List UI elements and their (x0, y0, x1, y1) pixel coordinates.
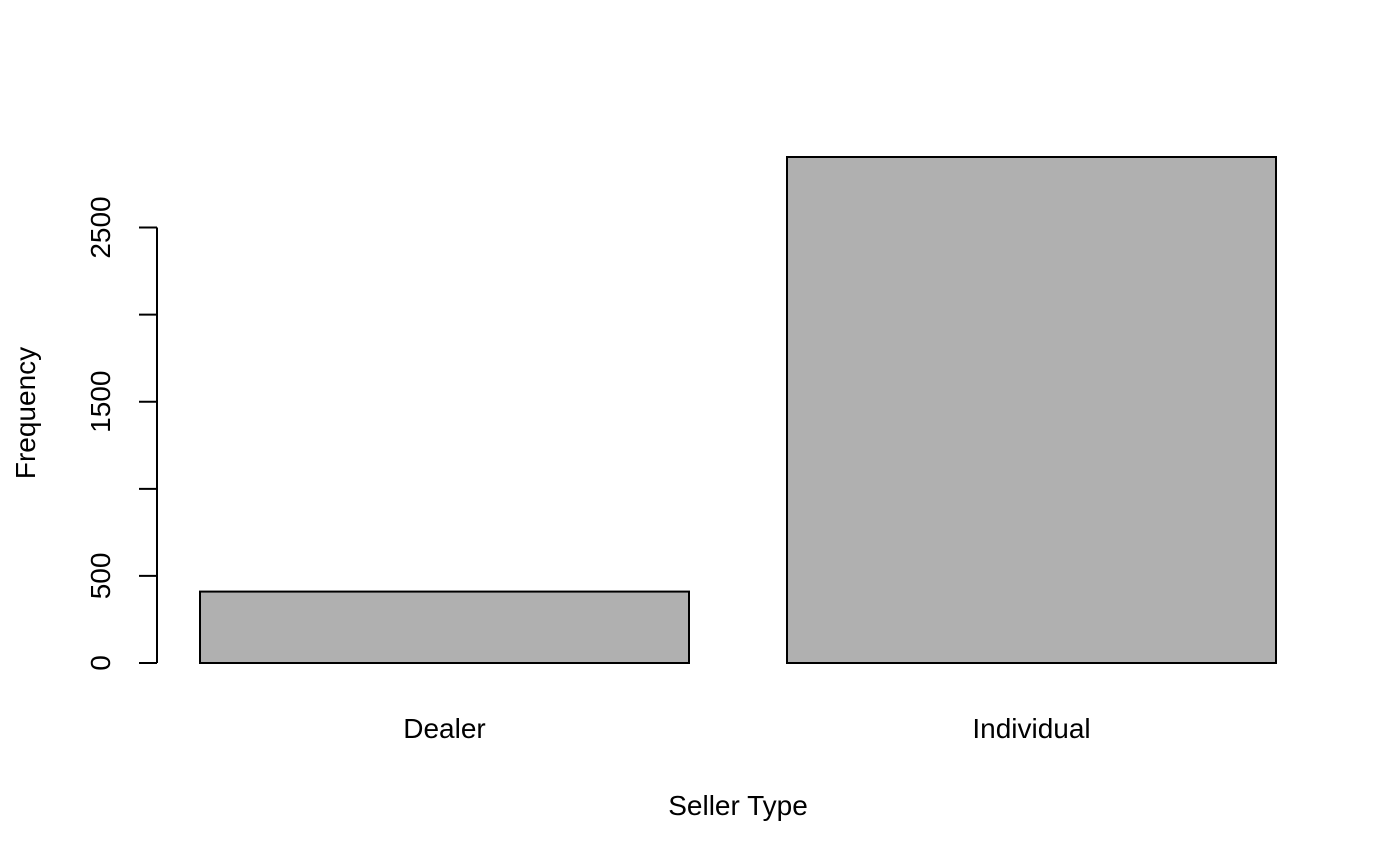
y-axis: 0 500 1500 2500 (85, 196, 158, 671)
x-axis-label: Seller Type (668, 790, 808, 821)
y-axis-label: Frequency (10, 347, 41, 479)
x-tick-label-individual: Individual (972, 713, 1090, 744)
y-tick-label-0: 0 (85, 655, 116, 671)
x-tick-label-dealer: Dealer (403, 713, 485, 744)
bar-dealer (199, 590, 690, 665)
bars-group (199, 156, 1277, 665)
x-axis: Dealer Individual (403, 713, 1090, 744)
y-tick-label-2500: 2500 (85, 196, 116, 258)
y-tick-label-500: 500 (85, 553, 116, 600)
y-tick-label-1500: 1500 (85, 371, 116, 433)
bar-individual (786, 156, 1277, 664)
